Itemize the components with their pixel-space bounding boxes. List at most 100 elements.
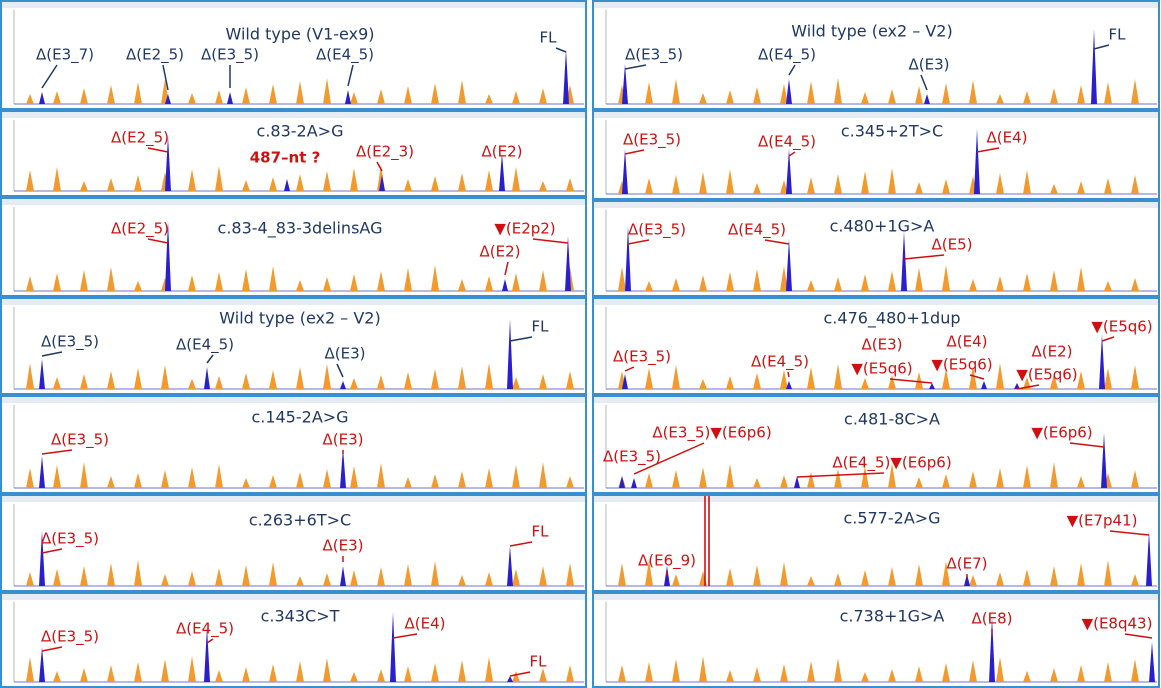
panel: c.263+6T>C Δ(E3_5) Δ(E3) FL: [0, 494, 587, 592]
leader-line: [41, 646, 63, 652]
leader-line: [392, 633, 418, 639]
panel-frame: [0, 0, 587, 110]
peak-label: Δ(E3_5): [625, 46, 683, 65]
peak-label: ▼(E5q6): [931, 356, 992, 374]
peak-label: FL: [540, 29, 558, 47]
peak-label: Δ(E3_5): [613, 348, 671, 367]
leader-line: [376, 161, 383, 172]
peak-label: Δ(E3): [862, 336, 903, 354]
leader-line: [1101, 336, 1115, 342]
panel: c.343C>T Δ(E3_5) Δ(E4_5) Δ(E4) FL: [0, 592, 587, 688]
leader-line: [147, 147, 169, 153]
panel-title: c.263+6T>C: [249, 511, 351, 530]
peak-label: FL: [530, 653, 548, 671]
panel-header: [594, 299, 1158, 305]
panel-title: c.343C>T: [261, 607, 340, 626]
panel-header: [2, 496, 585, 502]
panel-header: [594, 397, 1158, 403]
peak-label: Δ(E3_5)▼(E6p6): [652, 424, 771, 443]
leader-line: [624, 149, 645, 155]
panel: Wild type (ex2 – V2) Δ(E3_5) Δ(E4_5) Δ(E3) F…: [592, 0, 1160, 110]
leader-line: [624, 366, 635, 372]
panel: Wild type (ex2 – V2) Δ(E3_5) Δ(E4_5) Δ(E3) F…: [0, 297, 587, 395]
leader-line: [206, 638, 214, 644]
peak-label: ▼(E2p2): [494, 220, 555, 238]
panel-frame: [592, 200, 1160, 297]
peak-label: FL: [532, 523, 550, 541]
leader-line: [41, 64, 58, 89]
leader-line: [627, 239, 650, 245]
leader-line: [347, 64, 354, 87]
leader-line: [1109, 530, 1150, 536]
peak-label: Δ(E4_5): [176, 620, 234, 639]
leader-line: [509, 671, 531, 677]
panel: c.476_480+1dup ▼(E5q6) Δ(E3_5) Δ(E4_5) Δ(E3)…: [592, 297, 1160, 395]
panel: c.145-2A>G Δ(E3_5) Δ(E3): [0, 395, 587, 494]
panel-frame: [592, 0, 1160, 110]
panel-frame: [592, 110, 1160, 200]
peak-label: Δ(E7): [947, 555, 988, 573]
leader-line: [1069, 442, 1105, 448]
peak-label: ▼(E5q6): [1016, 366, 1077, 384]
peak-label: Δ(E2_5): [111, 129, 169, 148]
standard-peaks: [26, 78, 574, 104]
peak-label: Δ(E3_5): [603, 448, 661, 467]
leader-line: [633, 442, 705, 475]
leader-line: [336, 363, 344, 378]
peak-label: Δ(E5): [932, 236, 973, 254]
panel-header: [594, 496, 1158, 502]
panel: Wild type (V1-ex9) Δ(E3_7) Δ(E2_5) Δ(E3_5) Δ…: [0, 0, 587, 110]
leader-line: [889, 378, 933, 384]
peak-label: Δ(E3_5): [41, 333, 99, 352]
panel: c.83-2A>G Δ(E2_5) 487–nt ? Δ(E2_3) Δ(E2): [0, 110, 587, 197]
leader-line: [903, 254, 945, 260]
leader-line: [1016, 384, 1040, 390]
leader-line: [41, 449, 73, 455]
peak-label: Δ(E4_5): [176, 336, 234, 355]
panel-header: [2, 112, 585, 118]
peak-label: Δ(E6_9): [638, 552, 696, 571]
peak-label: ▼(E5q6): [1091, 318, 1152, 336]
standard-peaks: [26, 363, 574, 389]
peak-label: ▼(E5q6): [851, 360, 912, 378]
peak-label: Δ(E4_5)▼(E6p6): [832, 454, 951, 473]
peak-label: Δ(E2): [480, 243, 521, 261]
leader-line: [1093, 44, 1110, 50]
leader-line: [764, 239, 790, 245]
leader-line: [162, 64, 169, 91]
panel-header: [594, 594, 1158, 600]
panel: c.481-8C>A Δ(E3_5)▼(E6p6) Δ(E3_5) Δ(E4_5)▼(…: [592, 395, 1160, 494]
leader-line: [788, 64, 796, 76]
peak-label: Δ(E4_5): [751, 353, 809, 372]
peak-label: Δ(E8): [972, 610, 1013, 628]
standard-peaks: [26, 265, 574, 291]
peak-label: Δ(E3): [325, 345, 366, 363]
peak-label: FL: [1109, 26, 1127, 44]
panel-title: c.481-8C>A: [844, 410, 940, 429]
panel-header: [594, 112, 1158, 118]
peak-label: Δ(E4_5): [316, 46, 374, 65]
leader-line: [976, 147, 1000, 153]
panel-title: c.145-2A>G: [251, 408, 348, 427]
peak-label: ▼(E7p41): [1067, 512, 1138, 530]
peak-label: Δ(E3): [909, 56, 950, 74]
leader-line: [1124, 633, 1153, 639]
peak-label: Δ(E4_5): [758, 133, 816, 152]
leader-line: [41, 548, 63, 554]
leader-line: [624, 64, 647, 70]
peak-label: Δ(E4_5): [758, 46, 816, 65]
panel-header: [2, 199, 585, 205]
panel-frame: [592, 592, 1160, 688]
standard-peaks: [26, 165, 574, 191]
leader-line: [920, 74, 928, 91]
peak-label: Δ(E3): [323, 537, 364, 555]
leader-line: [206, 354, 214, 364]
peak-label: 487–nt ?: [250, 149, 321, 167]
sample-peaks: [39, 612, 513, 682]
panel-title: c.577-2A>G: [843, 509, 940, 528]
panel-title: c.345+2T>C: [841, 122, 943, 141]
peak-label: Δ(E2_3): [356, 143, 414, 162]
leader-line: [41, 351, 63, 357]
peak-label: Δ(E3_5): [41, 628, 99, 647]
panel-title: Wild type (ex2 – V2): [791, 22, 952, 41]
